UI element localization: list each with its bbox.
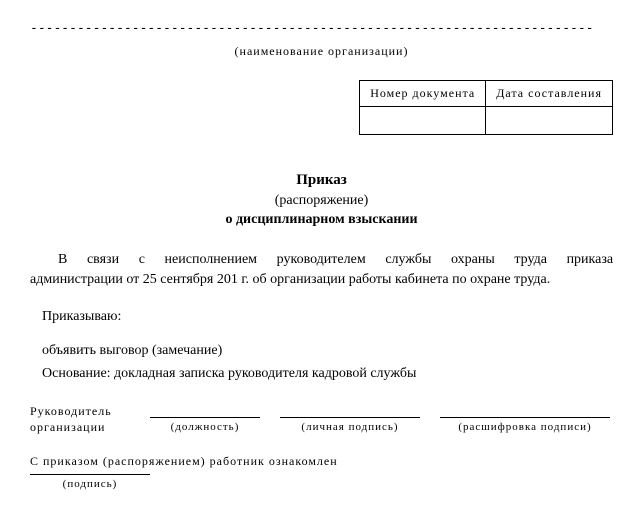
title-block: Приказ (распоряжение) о дисциплинарном в… <box>30 170 613 230</box>
title-sub2: о дисциплинарном взыскании <box>30 210 613 230</box>
w: связи <box>87 252 119 267</box>
head-label: Руководитель организации <box>30 404 130 435</box>
sig-name-field: (расшифровка подписи) <box>440 417 610 435</box>
doc-date-cell <box>486 106 613 134</box>
basis-text: Основание: докладная записка руководител… <box>42 364 613 384</box>
ack-sig-field: (подпись) <box>30 474 150 492</box>
title-main: Приказ <box>30 170 613 191</box>
head-label-1: Руководитель <box>30 404 130 420</box>
doc-number-header: Номер документа <box>360 80 486 106</box>
w: труда <box>514 252 547 267</box>
w: В <box>58 252 67 267</box>
w: приказа <box>567 252 614 267</box>
sig-name-cap: (расшифровка подписи) <box>440 420 610 435</box>
w: неисполнением <box>165 252 257 267</box>
sig-signature-field: (личная подпись) <box>280 417 420 435</box>
ack-text: С приказом (распоряжением) работник озна… <box>30 453 613 470</box>
sig-signature-cap: (личная подпись) <box>280 420 420 435</box>
w: охраны <box>451 252 495 267</box>
doc-date-header: Дата составления <box>486 80 613 106</box>
sig-role-field: (должность) <box>150 417 260 435</box>
sig-role-cap: (должность) <box>150 420 260 435</box>
body-line2: администрации от 25 сентября 201 г. об о… <box>30 270 613 290</box>
w: руководителем <box>277 252 366 267</box>
w: с <box>139 252 145 267</box>
decision-text: объявить выговор (замечание) <box>42 341 613 361</box>
order-word: Приказываю: <box>42 307 613 327</box>
signature-area: Руководитель организации (должность) (ли… <box>30 404 613 435</box>
doc-number-cell <box>360 106 486 134</box>
doc-meta-table: Номер документа Дата составления <box>359 80 613 135</box>
body-text: В связи с неисполнением руководителем сл… <box>30 250 613 289</box>
dash-line: ----------------------------------------… <box>30 20 613 38</box>
ack-cap: (подпись) <box>30 477 150 492</box>
title-sub1: (распоряжение) <box>30 191 613 211</box>
org-name-caption: (наименование организации) <box>30 43 613 60</box>
w: службы <box>385 252 431 267</box>
head-label-2: организации <box>30 420 130 436</box>
